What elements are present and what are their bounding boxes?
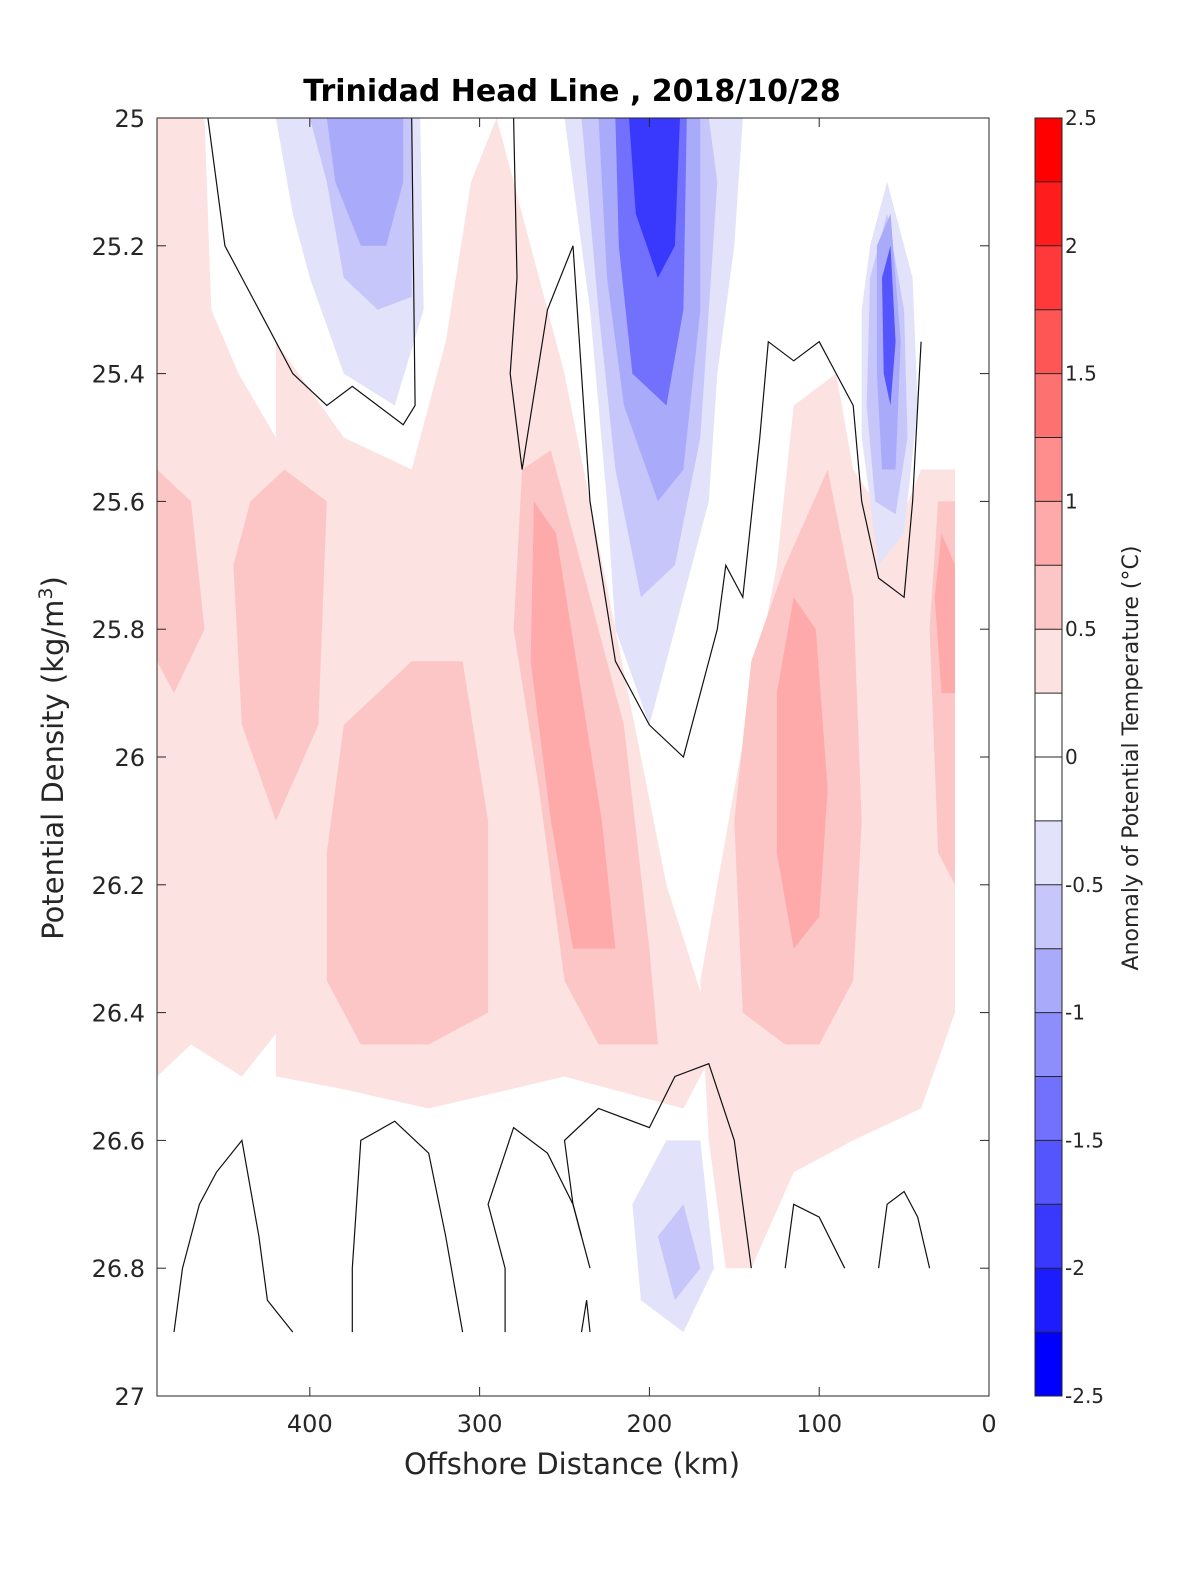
- x-axis-title: Offshore Distance (km): [404, 1447, 740, 1481]
- y-tick-label: 25.6: [92, 488, 145, 516]
- zero-contour-line-8: [878, 1190, 931, 1269]
- colorbar-tick-label: -1: [1065, 1001, 1085, 1025]
- colorbar-band: [1035, 1076, 1062, 1141]
- colorbar-tick-label: 2: [1065, 234, 1078, 258]
- contour-region-warm-central-core: [326, 661, 489, 1045]
- colorbar-band: [1035, 1268, 1062, 1333]
- zero-contour-line-1: [207, 118, 416, 426]
- colorbar-band: [1035, 1012, 1062, 1077]
- contour-region-warm-coast-strong: [934, 533, 955, 694]
- y-tick-label: 26.6: [92, 1127, 145, 1155]
- colorbar-band: [1035, 1332, 1062, 1396]
- y-axis-title-superscript: 3: [35, 587, 57, 599]
- colorbar-band: [1035, 437, 1062, 502]
- contour-region-warm-west-edge: [157, 469, 205, 694]
- zero-contour-line-6: [563, 1062, 752, 1269]
- colorbar-band: [1035, 1140, 1062, 1205]
- y-tick-label: 26.8: [92, 1255, 145, 1283]
- colorbar-tick-label: -2: [1065, 1256, 1085, 1280]
- x-tick-label: 200: [627, 1410, 673, 1438]
- plot-area: [156, 117, 990, 1397]
- colorbar-tick-label: 2.5: [1065, 106, 1097, 130]
- x-tick-label: 100: [796, 1410, 842, 1438]
- colorbar-tick-label: 1: [1065, 489, 1078, 513]
- y-tick-label: 26.2: [92, 872, 145, 900]
- colorbar-tick-label: -0.5: [1065, 873, 1104, 897]
- contour-region-cool-deep-mid: [657, 1204, 701, 1301]
- colorbar-band: [1035, 629, 1062, 694]
- y-axis-title-main: Potential Density (kg/m: [36, 600, 70, 940]
- colorbar: 2.5 2 1.5 1 0.5 0 -0.5 -1 -1.5 -2 -2.5: [1034, 106, 1104, 1408]
- axis-ticks: 400 300 200 100 0 25 25.2 25.4 25.6 25.8 26 26.2 26.…: [92, 105, 997, 1438]
- colorbar-frame: [1034, 117, 1063, 1397]
- y-tick-label: 25.2: [92, 233, 145, 261]
- zero-contour-line-2: [509, 118, 922, 759]
- x-tick-label: 400: [287, 1410, 333, 1438]
- zero-contour-line-3: [173, 1138, 294, 1333]
- y-axis-title-end: ): [36, 576, 70, 587]
- contour-region-cool-western-core: [326, 118, 404, 246]
- x-tick-label: 0: [981, 1410, 996, 1438]
- y-tick-label: 25.4: [92, 361, 145, 389]
- y-axis-title: Potential Density (kg/m3): [35, 576, 70, 940]
- contour-region-warm-east-core-strong: [776, 597, 828, 949]
- zero-contour-line-7: [784, 1203, 846, 1269]
- y-tick-label: 27: [114, 1383, 145, 1411]
- y-tick-label: 26: [114, 744, 145, 772]
- colorbar-band: [1035, 757, 1062, 821]
- y-tick-label: 25: [114, 105, 145, 133]
- colorbar-band: [1035, 118, 1062, 182]
- colorbar-tick-label: 0: [1065, 745, 1078, 769]
- x-tick-label: 300: [457, 1410, 503, 1438]
- y-tick-label: 25.8: [92, 616, 145, 644]
- colorbar-title: Anomaly of Potential Temperature (°C): [1119, 546, 1144, 971]
- colorbar-band: [1035, 565, 1062, 630]
- colorbar-band: [1035, 373, 1062, 438]
- colorbar-tick-label: 1.5: [1065, 362, 1097, 386]
- colorbar-band: [1035, 1204, 1062, 1269]
- colorbar-band: [1035, 820, 1062, 885]
- contour-region-cool-central-core-3: [629, 118, 680, 278]
- zero-contour-line-4: [351, 1120, 464, 1333]
- colorbar-tick-label: -2.5: [1065, 1384, 1104, 1408]
- contour-region-warm-mid-core-strong: [530, 501, 616, 949]
- zero-contour-line-9: [580, 1300, 591, 1333]
- colorbar-band: [1035, 948, 1062, 1013]
- chart-title: Trinidad Head Line , 2018/10/28: [303, 74, 840, 109]
- y-tick-label: 26.4: [92, 1000, 145, 1028]
- colorbar-band: [1035, 501, 1062, 566]
- colorbar-tick-label: -1.5: [1065, 1128, 1104, 1152]
- contour-region-warm-west-core: [233, 469, 327, 821]
- colorbar-band: [1035, 693, 1062, 757]
- colorbar-band: [1035, 181, 1062, 246]
- colorbar-tick-label: 0.5: [1065, 617, 1097, 641]
- contour-region-cool-coastal-core-2: [882, 245, 896, 406]
- colorbar-band: [1035, 309, 1062, 374]
- colorbar-band: [1035, 245, 1062, 310]
- colorbar-band: [1035, 884, 1062, 949]
